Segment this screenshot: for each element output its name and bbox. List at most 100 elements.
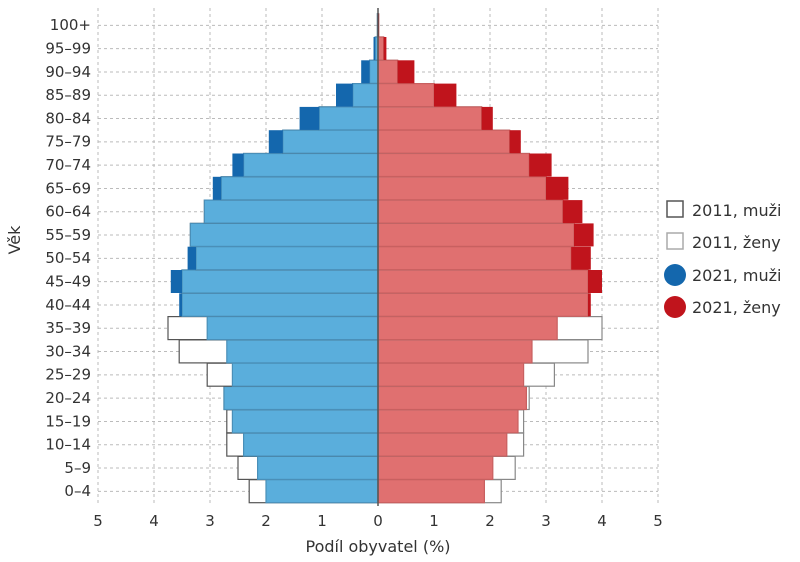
bar-2021-zeny-excess [434, 83, 457, 107]
y-tick-label: 20–24 [45, 389, 91, 407]
x-tick-label: 4 [149, 512, 159, 530]
x-tick-label: 1 [429, 512, 439, 530]
bar-2021-zeny-excess [481, 106, 493, 130]
bar-2021-zeny [377, 409, 519, 434]
legend: 2011, muži 2011, ženy 2021, muži 2021, ženy [664, 200, 781, 318]
bar-2021-zeny-excess [546, 176, 569, 200]
y-tick-label: 15–19 [45, 412, 91, 430]
y-tick-label: 10–14 [45, 436, 91, 454]
bar-2021-zeny-excess [397, 60, 415, 84]
y-tick-label: 0–4 [64, 482, 91, 500]
bar-2021-muzi [231, 409, 379, 434]
bar-2021-muzi-excess [187, 246, 196, 270]
bar-2021-zeny [377, 316, 558, 341]
bar-2021-zeny [377, 246, 572, 271]
bar-2021-muzi [282, 129, 379, 154]
bar-2021-muzi-excess [373, 37, 376, 60]
legend-label: 2011, muži [692, 201, 781, 220]
y-tick-label: 40–44 [45, 296, 91, 314]
bars [167, 13, 603, 504]
bar-2021-muzi [181, 292, 379, 317]
axes: 0–4 5–9 10–14 15–19 20–24 25–29 30–34 35–39 40–4… [45, 8, 663, 530]
legend-marker-circle [664, 264, 686, 286]
bar-2021-muzi-excess [179, 293, 182, 317]
bar-2021-muzi [203, 199, 379, 224]
y-tick-label: 55–59 [45, 226, 91, 244]
x-axis-title: Podíl obyvatel (%) [305, 537, 450, 556]
y-tick-label: 95–99 [45, 40, 91, 58]
bar-2021-zeny [377, 222, 575, 247]
bar-2021-muzi [181, 269, 379, 294]
bar-2021-muzi [189, 222, 379, 247]
bar-2021-zeny-excess [571, 246, 591, 270]
x-tick-label: 2 [261, 512, 271, 530]
bar-2021-zeny [377, 385, 527, 411]
legend-label: 2011, ženy [692, 233, 781, 252]
bar-2021-zeny [377, 36, 385, 61]
y-tick-label: 30–34 [45, 342, 91, 360]
x-tick-label: 5 [653, 512, 663, 530]
bar-2021-muzi [243, 152, 379, 178]
bar-2021-zeny [377, 199, 564, 224]
x-tick-label: 5 [93, 512, 103, 530]
bar-2021-muzi [195, 246, 379, 271]
bar-2021-muzi [226, 339, 379, 364]
x-tick-label: 0 [373, 512, 383, 530]
bar-2021-zeny-excess [574, 223, 594, 247]
bar-2021-muzi [352, 82, 379, 108]
x-tick-label: 2 [485, 512, 495, 530]
bar-2021-zeny-excess [509, 130, 521, 154]
y-tick-label: 85–89 [45, 86, 91, 104]
bar-2021-zeny [377, 59, 399, 84]
bar-2021-muzi [369, 59, 379, 84]
x-tick-label: 1 [317, 512, 327, 530]
bar-2021-muzi [231, 362, 379, 387]
bar-2021-zeny [377, 152, 530, 178]
bar-2021-muzi-excess [232, 153, 244, 177]
y-tick-label: 35–39 [45, 319, 91, 337]
bar-2021-muzi-excess [170, 270, 182, 293]
y-tick-label: 65–69 [45, 179, 91, 197]
y-axis-title: Věk [5, 225, 24, 255]
y-tick-label: 75–79 [45, 133, 91, 151]
bar-2021-muzi [257, 455, 379, 480]
bar-2021-zeny [377, 362, 525, 387]
bar-2021-zeny [377, 292, 589, 317]
bar-2021-muzi [206, 316, 379, 341]
bar-2021-muzi-excess [212, 176, 222, 200]
bar-2021-zeny-excess [383, 37, 387, 60]
bar-2021-zeny-excess [588, 270, 602, 293]
legend-label: 2021, muži [692, 266, 781, 285]
x-tick-label: 3 [541, 512, 551, 530]
bar-2021-zeny-excess [529, 153, 552, 177]
bar-2021-muzi-excess [336, 83, 353, 107]
bar-2021-muzi [265, 479, 379, 504]
bar-2021-zeny-excess [562, 200, 583, 224]
legend-marker-square [666, 232, 684, 250]
bar-2021-muzi-excess [268, 130, 283, 154]
bar-2021-muzi [318, 106, 379, 131]
legend-label: 2021, ženy [692, 298, 781, 317]
y-tick-label: 100+ [50, 16, 91, 34]
y-tick-label: 5–9 [64, 459, 91, 477]
bar-2021-zeny [377, 432, 508, 457]
y-tick-label: 70–74 [45, 156, 91, 174]
bar-2021-zeny [377, 176, 547, 201]
bar-2021-muzi [220, 176, 379, 201]
bar-2021-zeny [377, 455, 494, 480]
bar-2021-zeny [377, 339, 533, 364]
bar-2021-zeny [377, 129, 511, 154]
legend-marker-square [666, 200, 684, 218]
legend-marker-circle [664, 296, 686, 318]
bar-2021-zeny [377, 479, 486, 504]
x-tick-label: 3 [205, 512, 215, 530]
bar-2021-zeny-excess [378, 13, 380, 37]
y-tick-label: 50–54 [45, 249, 91, 267]
y-tick-label: 60–64 [45, 203, 91, 221]
y-tick-label: 25–29 [45, 366, 91, 384]
bar-2021-muzi-excess [299, 106, 320, 130]
bar-2021-zeny [377, 82, 435, 108]
bar-2021-zeny [377, 269, 589, 294]
bar-2021-zeny-excess [588, 293, 591, 317]
